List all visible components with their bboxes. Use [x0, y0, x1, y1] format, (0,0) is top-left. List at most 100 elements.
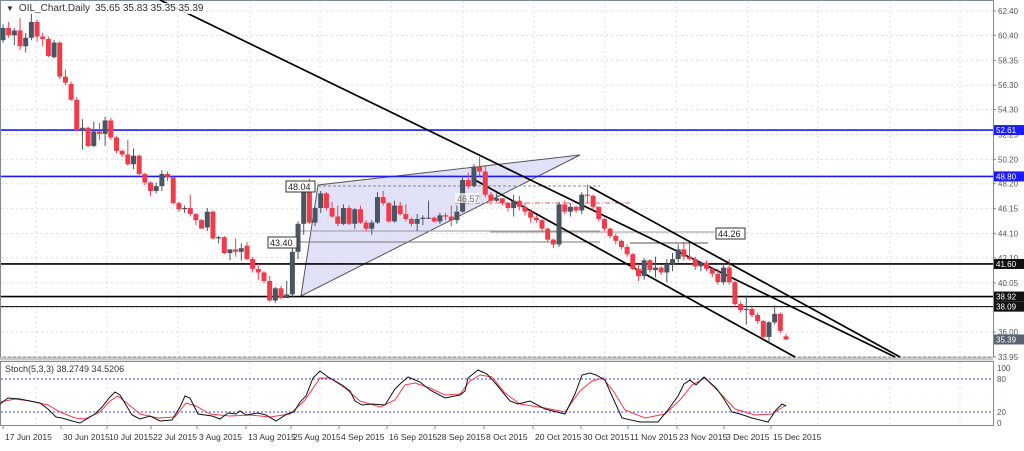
candle-body[interactable]: [108, 120, 114, 138]
candle-body[interactable]: [125, 154, 131, 165]
candle-body[interactable]: [267, 280, 273, 301]
candle-body[interactable]: [448, 216, 454, 221]
candle-body[interactable]: [34, 21, 40, 37]
candle-body[interactable]: [380, 197, 386, 204]
candle-body[interactable]: [641, 260, 647, 277]
candle-body[interactable]: [221, 237, 227, 254]
candle-body[interactable]: [465, 180, 471, 187]
candle-body[interactable]: [443, 215, 449, 217]
candle-body[interactable]: [743, 308, 749, 311]
candle-body[interactable]: [601, 218, 607, 229]
candle-body[interactable]: [85, 127, 91, 146]
candle-body[interactable]: [397, 205, 403, 215]
candle-body[interactable]: [556, 204, 562, 245]
candle-body[interactable]: [374, 197, 380, 223]
candle-body[interactable]: [357, 209, 363, 223]
candle-body[interactable]: [409, 218, 415, 224]
channel-upper-line[interactable]: [589, 186, 901, 358]
candle-body[interactable]: [760, 321, 766, 337]
candle-body[interactable]: [312, 208, 318, 223]
candle-body[interactable]: [318, 193, 324, 209]
candle-body[interactable]: [550, 239, 556, 245]
candle-body[interactable]: [148, 182, 154, 191]
candle-body[interactable]: [79, 127, 85, 129]
candle-body[interactable]: [386, 203, 392, 222]
candle-body[interactable]: [584, 194, 590, 196]
candle-body[interactable]: [522, 206, 528, 212]
candle-body[interactable]: [630, 254, 636, 269]
candle-body[interactable]: [726, 267, 732, 283]
candle-body[interactable]: [113, 137, 119, 151]
candle-body[interactable]: [159, 173, 165, 187]
candle-body[interactable]: [777, 313, 783, 331]
candle-body[interactable]: [136, 155, 142, 174]
candle-body[interactable]: [664, 263, 670, 273]
candle-body[interactable]: [340, 208, 346, 224]
candle-body[interactable]: [573, 206, 579, 211]
candle-body[interactable]: [102, 120, 108, 134]
candle-body[interactable]: [545, 228, 551, 240]
candle-body[interactable]: [692, 259, 698, 267]
candle-body[interactable]: [193, 214, 199, 221]
trendline-upper[interactable]: [159, 0, 896, 358]
candle-body[interactable]: [255, 268, 261, 273]
candle-body[interactable]: [766, 322, 772, 337]
candle-body[interactable]: [670, 259, 676, 264]
candle-body[interactable]: [732, 282, 738, 305]
candle-body[interactable]: [596, 206, 602, 219]
candle-body[interactable]: [369, 222, 375, 229]
candle-body[interactable]: [176, 203, 182, 210]
candle-body[interactable]: [68, 83, 74, 100]
candle-body[interactable]: [261, 272, 267, 281]
candle-body[interactable]: [635, 268, 641, 277]
candle-body[interactable]: [704, 262, 710, 269]
candle-body[interactable]: [772, 313, 778, 323]
candle-body[interactable]: [295, 223, 301, 252]
candle-body[interactable]: [516, 200, 522, 207]
candle-body[interactable]: [346, 208, 352, 224]
candle-body[interactable]: [749, 308, 755, 316]
candle-body[interactable]: [165, 173, 171, 178]
candle-body[interactable]: [323, 193, 329, 209]
candle-body[interactable]: [607, 228, 613, 236]
candle-body[interactable]: [755, 315, 761, 322]
candle-body[interactable]: [687, 256, 693, 260]
candle-body[interactable]: [187, 208, 193, 215]
candle-body[interactable]: [57, 42, 63, 77]
candle-body[interactable]: [278, 288, 284, 299]
candle-body[interactable]: [170, 177, 176, 204]
candle-body[interactable]: [289, 251, 295, 295]
candle-body[interactable]: [40, 36, 46, 39]
candle-body[interactable]: [709, 268, 715, 274]
candle-body[interactable]: [618, 240, 624, 247]
candle-body[interactable]: [96, 131, 102, 134]
candle-body[interactable]: [567, 206, 573, 212]
candle-body[interactable]: [477, 166, 483, 172]
candle-body[interactable]: [454, 211, 460, 221]
candle-body[interactable]: [505, 203, 511, 209]
candle-body[interactable]: [653, 267, 658, 271]
candle-body[interactable]: [284, 294, 290, 299]
candle-body[interactable]: [352, 209, 358, 224]
candle-body[interactable]: [590, 195, 596, 207]
candle-body[interactable]: [210, 211, 216, 239]
candle-body[interactable]: [28, 21, 34, 38]
candle-body[interactable]: [721, 267, 727, 283]
candle-body[interactable]: [562, 204, 568, 212]
candle-body[interactable]: [51, 42, 57, 58]
candle-body[interactable]: [74, 99, 80, 131]
candle-body[interactable]: [414, 218, 420, 224]
candle-body[interactable]: [675, 249, 681, 260]
candle-body[interactable]: [216, 237, 222, 239]
candle-body[interactable]: [698, 262, 704, 267]
candle-body[interactable]: [511, 200, 517, 209]
candle-body[interactable]: [431, 217, 437, 222]
candle-body[interactable]: [45, 38, 51, 56]
candle-body[interactable]: [335, 216, 341, 224]
candle-body[interactable]: [533, 217, 539, 221]
candle-body[interactable]: [6, 28, 12, 36]
candle-body[interactable]: [91, 131, 97, 146]
candle-body[interactable]: [488, 194, 494, 201]
candle-body[interactable]: [244, 245, 250, 260]
